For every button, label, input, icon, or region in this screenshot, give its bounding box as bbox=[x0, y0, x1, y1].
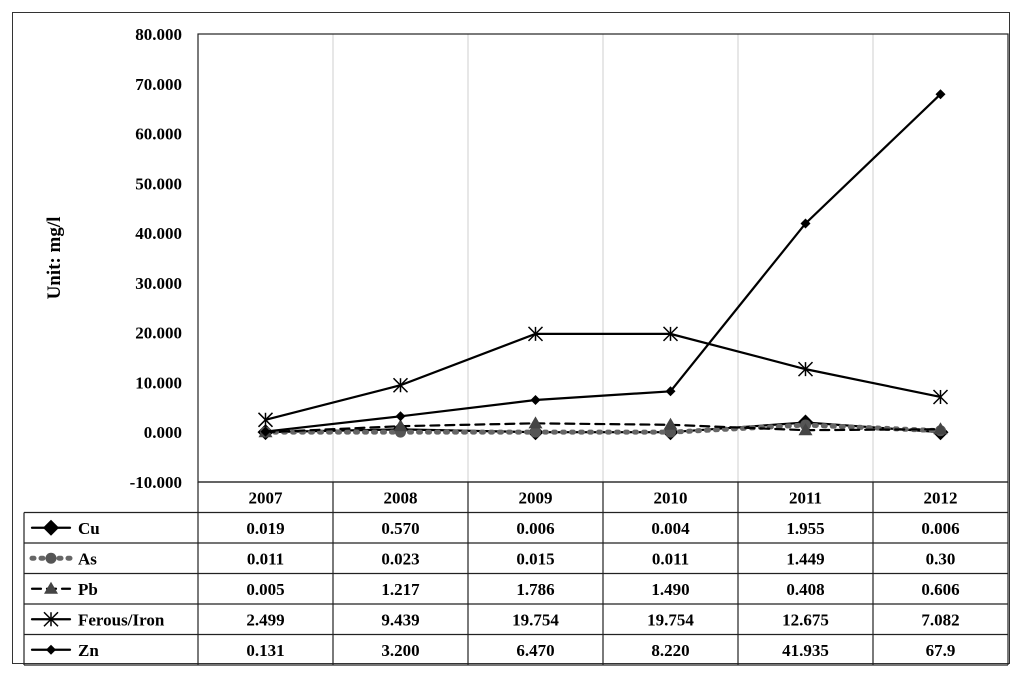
table-cell: 0.30 bbox=[926, 549, 956, 568]
table-cell: 1.955 bbox=[786, 519, 824, 538]
legend-label: As bbox=[78, 549, 97, 568]
series-line bbox=[263, 422, 943, 435]
table-cell: 0.606 bbox=[921, 580, 959, 599]
table-cell: 0.019 bbox=[246, 519, 284, 538]
y-tick-label: 40.000 bbox=[135, 224, 182, 243]
category-label: 2009 bbox=[519, 488, 553, 507]
legend-label: Zn bbox=[78, 641, 99, 660]
legend-label: Cu bbox=[78, 519, 100, 538]
marker-small-diamond bbox=[530, 395, 541, 406]
series-zn bbox=[260, 89, 946, 437]
marker-star bbox=[662, 326, 679, 342]
marker-triangle bbox=[798, 423, 813, 436]
table-cell: 0.570 bbox=[381, 519, 419, 538]
marker-star bbox=[527, 326, 544, 342]
table-cell: 0.005 bbox=[246, 580, 284, 599]
table-cell: 0.131 bbox=[246, 641, 284, 660]
legend-key bbox=[30, 611, 72, 627]
table-cell: 1.490 bbox=[651, 580, 689, 599]
marker-triangle bbox=[663, 417, 678, 430]
table-cell: 6.470 bbox=[516, 641, 554, 660]
marker-dot bbox=[45, 552, 57, 564]
y-axis-label: Unit: mg/l bbox=[44, 217, 65, 300]
axes: -10.000 0.000 10.000 20.000 30.000 40.000 50.0… bbox=[130, 25, 1009, 492]
table-cell: 8.220 bbox=[651, 641, 689, 660]
series-ferous-iron bbox=[257, 326, 949, 428]
y-tick-label: 50.000 bbox=[135, 174, 182, 193]
series-line bbox=[264, 332, 942, 421]
y-tick-label: 80.000 bbox=[135, 25, 182, 44]
y-tick-label: 20.000 bbox=[135, 324, 182, 343]
marker-star bbox=[257, 412, 274, 428]
legend-key bbox=[30, 519, 72, 536]
marker-star bbox=[43, 611, 59, 627]
table-cell: 19.754 bbox=[512, 610, 559, 629]
marker-small-diamond bbox=[260, 426, 271, 437]
chart-frame bbox=[12, 12, 1010, 664]
table-cell: 7.082 bbox=[921, 610, 959, 629]
legend-label: Ferous/Iron bbox=[78, 610, 165, 629]
table-cell: 3.200 bbox=[381, 641, 419, 660]
table-cell: 0.006 bbox=[921, 519, 959, 538]
data-table: 2007 2008 2009 2010 2011 2012 Cu 0.019 0.570 0.00… bbox=[23, 481, 1009, 666]
category-label: 2010 bbox=[654, 488, 688, 507]
marker-triangle bbox=[528, 416, 543, 429]
marker-dot bbox=[530, 426, 541, 438]
table-cell: 67.9 bbox=[926, 641, 956, 660]
series-lines bbox=[257, 89, 949, 441]
table-cell: 0.015 bbox=[516, 549, 554, 568]
legend-key bbox=[29, 552, 73, 564]
legend-key bbox=[30, 644, 72, 655]
series-line bbox=[264, 93, 942, 433]
category-label: 2012 bbox=[924, 488, 958, 507]
marker-small-diamond bbox=[46, 644, 56, 655]
table-cell: 41.935 bbox=[782, 641, 829, 660]
marker-diamond bbox=[43, 519, 59, 536]
y-tick-label: -10.000 bbox=[130, 473, 182, 492]
table-cell: 0.006 bbox=[516, 519, 554, 538]
marker-triangle bbox=[44, 581, 58, 594]
marker-star bbox=[932, 389, 949, 405]
series-line bbox=[264, 421, 942, 434]
marker-small-diamond bbox=[395, 411, 406, 422]
y-tick-label: 60.000 bbox=[135, 125, 182, 144]
table-cell: 12.675 bbox=[782, 610, 829, 629]
legend-label: Pb bbox=[78, 580, 98, 599]
table-cell: 1.449 bbox=[786, 549, 824, 568]
table-cell: 19.754 bbox=[647, 610, 694, 629]
table-cell: 0.023 bbox=[381, 549, 419, 568]
table-cell: 0.004 bbox=[651, 519, 690, 538]
category-label: 2007 bbox=[249, 488, 284, 507]
y-tick-label: 70.000 bbox=[135, 75, 182, 94]
y-tick-label: 10.000 bbox=[135, 373, 182, 392]
table-cell: 0.408 bbox=[786, 580, 824, 599]
marker-triangle bbox=[933, 422, 948, 435]
y-tick-label: 0.000 bbox=[144, 423, 182, 442]
category-label: 2011 bbox=[789, 488, 822, 507]
table-cell: 1.217 bbox=[381, 580, 420, 599]
marker-star bbox=[392, 377, 409, 393]
legend-key bbox=[30, 581, 72, 594]
table-cell: 1.786 bbox=[516, 580, 554, 599]
marker-small-diamond bbox=[665, 386, 676, 397]
table-cell: 0.011 bbox=[247, 549, 284, 568]
marker-triangle bbox=[393, 419, 408, 432]
category-label: 2008 bbox=[384, 488, 418, 507]
marker-small-diamond bbox=[800, 218, 811, 229]
marker-small-diamond bbox=[935, 89, 946, 100]
marker-star bbox=[797, 361, 814, 377]
table-cell: 2.499 bbox=[246, 610, 284, 629]
series-line bbox=[264, 422, 942, 434]
table-cell: 0.011 bbox=[652, 549, 689, 568]
y-tick-label: 30.000 bbox=[135, 274, 182, 293]
table-cell: 9.439 bbox=[381, 610, 419, 629]
